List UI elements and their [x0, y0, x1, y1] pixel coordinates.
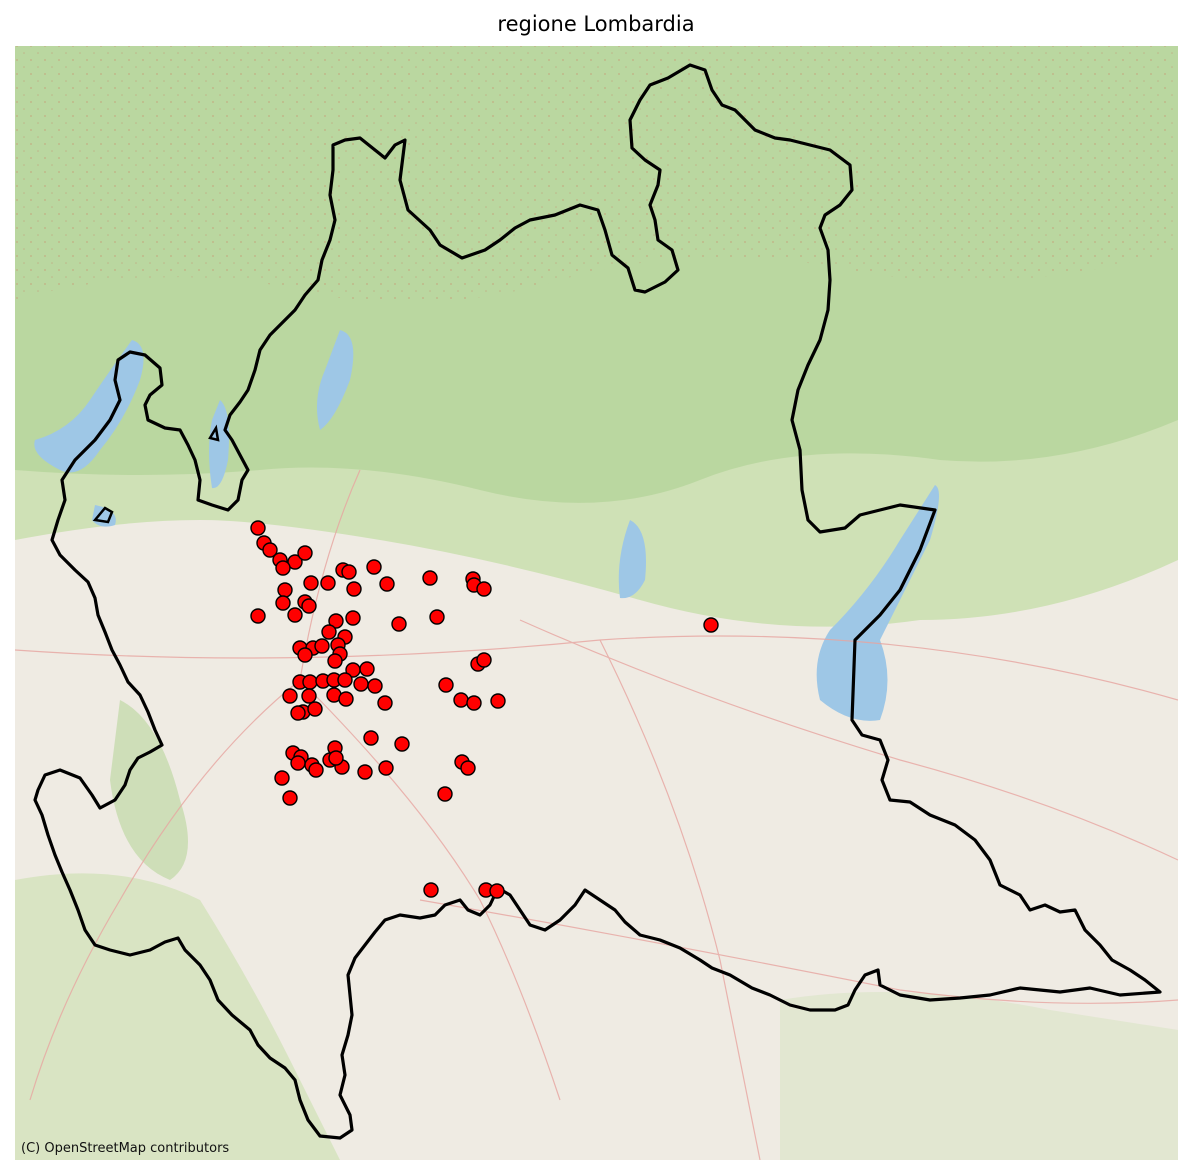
- map-marker[interactable]: [290, 755, 306, 771]
- enclave-boundary-small: [208, 424, 220, 442]
- map-marker[interactable]: [378, 760, 394, 776]
- map-marker[interactable]: [307, 701, 323, 717]
- map-marker[interactable]: [320, 575, 336, 591]
- map-marker[interactable]: [357, 764, 373, 780]
- map-marker[interactable]: [297, 647, 313, 663]
- enclave-boundary: [92, 506, 114, 524]
- map-marker[interactable]: [453, 692, 469, 708]
- map-attribution: (C) OpenStreetMap contributors: [21, 1141, 230, 1156]
- map-marker[interactable]: [250, 608, 266, 624]
- region-boundary: [33, 63, 1162, 1140]
- map-marker[interactable]: [308, 762, 324, 778]
- map-marker[interactable]: [277, 582, 293, 598]
- map-marker[interactable]: [367, 678, 383, 694]
- map-marker[interactable]: [345, 610, 361, 626]
- map-marker[interactable]: [379, 576, 395, 592]
- map-marker[interactable]: [703, 617, 719, 633]
- map-marker[interactable]: [297, 545, 313, 561]
- map-marker[interactable]: [328, 750, 344, 766]
- map-marker[interactable]: [262, 542, 278, 558]
- map-marker[interactable]: [437, 786, 453, 802]
- map-marker[interactable]: [302, 674, 318, 690]
- map-marker[interactable]: [476, 652, 492, 668]
- road-layer: [15, 469, 1178, 1160]
- map-marker[interactable]: [287, 554, 303, 570]
- map-marker[interactable]: [359, 661, 375, 677]
- map-marker[interactable]: [438, 677, 454, 693]
- map-marker[interactable]: [341, 564, 357, 580]
- map-viewport[interactable]: (C) OpenStreetMap contributors: [15, 46, 1178, 1160]
- map-marker[interactable]: [394, 736, 410, 752]
- map-marker[interactable]: [275, 560, 291, 576]
- map-marker[interactable]: [391, 616, 407, 632]
- map-marker[interactable]: [301, 598, 317, 614]
- map-marker[interactable]: [366, 559, 382, 575]
- map-marker[interactable]: [250, 520, 266, 536]
- map-marker[interactable]: [282, 790, 298, 806]
- map-marker[interactable]: [489, 883, 505, 899]
- map-marker[interactable]: [328, 613, 344, 629]
- map-marker[interactable]: [353, 676, 369, 692]
- map-marker[interactable]: [314, 638, 330, 654]
- map-marker[interactable]: [275, 595, 291, 611]
- map-marker[interactable]: [290, 705, 306, 721]
- map-marker[interactable]: [429, 609, 445, 625]
- map-marker[interactable]: [363, 730, 379, 746]
- map-marker[interactable]: [460, 760, 476, 776]
- map-marker[interactable]: [327, 653, 343, 669]
- map-title: regione Lombardia: [497, 12, 695, 36]
- map-marker[interactable]: [338, 691, 354, 707]
- map-marker[interactable]: [321, 624, 337, 640]
- terrain-layer: [15, 46, 1178, 1160]
- map-marker[interactable]: [377, 695, 393, 711]
- map-marker[interactable]: [490, 693, 506, 709]
- map-canvas[interactable]: [15, 46, 1178, 1160]
- map-marker[interactable]: [303, 575, 319, 591]
- map-marker[interactable]: [287, 607, 303, 623]
- map-marker[interactable]: [422, 570, 438, 586]
- map-marker[interactable]: [337, 672, 353, 688]
- map-marker[interactable]: [274, 770, 290, 786]
- map-marker[interactable]: [301, 688, 317, 704]
- point-markers: [250, 520, 719, 899]
- map-marker[interactable]: [476, 581, 492, 597]
- map-marker[interactable]: [466, 695, 482, 711]
- map-marker[interactable]: [346, 581, 362, 597]
- map-marker[interactable]: [282, 688, 298, 704]
- map-marker[interactable]: [423, 882, 439, 898]
